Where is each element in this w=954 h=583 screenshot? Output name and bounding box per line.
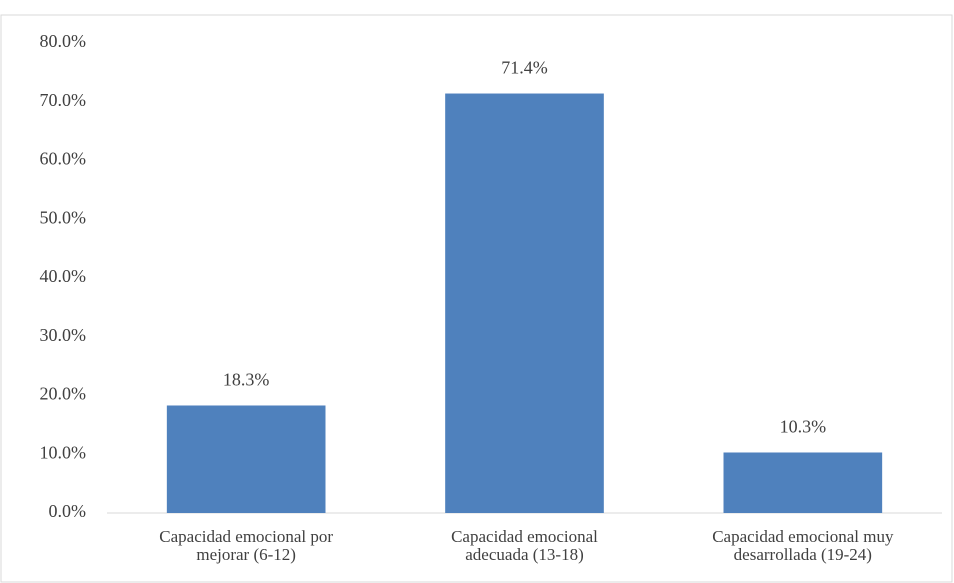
x-tick-label: Capacidad emocional adecuada (13-18)	[451, 527, 598, 564]
x-tick-label: Capacidad emocional por mejorar (6-12)	[159, 527, 334, 564]
bar	[166, 405, 326, 513]
y-tick-label: 60.0%	[40, 149, 87, 169]
y-tick-label: 40.0%	[40, 266, 87, 286]
chart-border	[0, 14, 953, 583]
data-label: 18.3%	[223, 370, 270, 390]
y-tick-label: 0.0%	[49, 501, 87, 521]
y-tick-label: 10.0%	[40, 442, 87, 462]
data-label: 71.4%	[501, 58, 548, 78]
data-label: 10.3%	[780, 417, 827, 437]
x-tick-label: Capacidad emocional muy desarrollada (19…	[712, 527, 894, 564]
y-tick-label: 20.0%	[40, 384, 87, 404]
bar	[723, 452, 883, 513]
y-tick-label: 30.0%	[40, 325, 87, 345]
bar	[445, 93, 604, 514]
y-tick-label: 70.0%	[40, 90, 87, 110]
y-tick-label: 80.0%	[40, 31, 87, 51]
y-tick-label: 50.0%	[40, 207, 87, 227]
